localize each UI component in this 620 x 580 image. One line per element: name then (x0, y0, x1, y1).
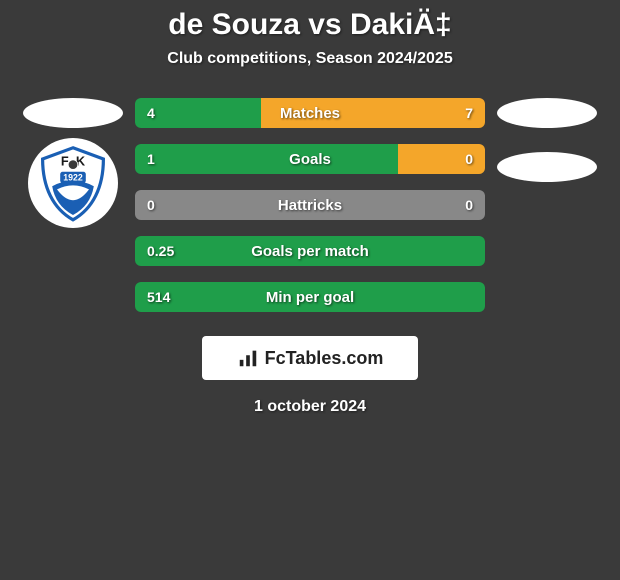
right-club-ellipse (497, 152, 597, 182)
stat-label: Hattricks (135, 190, 485, 220)
subtitle: Club competitions, Season 2024/2025 (0, 50, 620, 68)
left-player-avatar (23, 98, 123, 128)
page-title: de Souza vs DakiÄ‡ (0, 8, 620, 42)
left-club-badge: F K 1922 (28, 138, 118, 228)
stat-row: 0.25Goals per match (135, 236, 485, 266)
footer-date: 1 october 2024 (0, 398, 620, 416)
stat-label: Goals (135, 144, 485, 174)
shield-icon: F K 1922 (33, 143, 113, 223)
left-player-col: F K 1922 (23, 98, 123, 228)
stat-row: 514Min per goal (135, 282, 485, 312)
bar-chart-icon (237, 347, 259, 369)
right-player-col (497, 98, 597, 182)
branding-badge[interactable]: FcTables.com (202, 336, 418, 380)
stat-row: 47Matches (135, 98, 485, 128)
stat-row: 10Goals (135, 144, 485, 174)
right-player-avatar (497, 98, 597, 128)
branding-text: FcTables.com (265, 348, 384, 369)
stat-label: Min per goal (135, 282, 485, 312)
stat-label: Matches (135, 98, 485, 128)
stat-row: 00Hattricks (135, 190, 485, 220)
stat-label: Goals per match (135, 236, 485, 266)
main-row: F K 1922 47Matches 10Goals 00Hattricks 0.25… (0, 98, 620, 312)
stats-bars: 47Matches 10Goals 00Hattricks 0.25Goals per… (135, 98, 485, 312)
comparison-card: de Souza vs DakiÄ‡ Club competitions, Se… (0, 0, 620, 416)
